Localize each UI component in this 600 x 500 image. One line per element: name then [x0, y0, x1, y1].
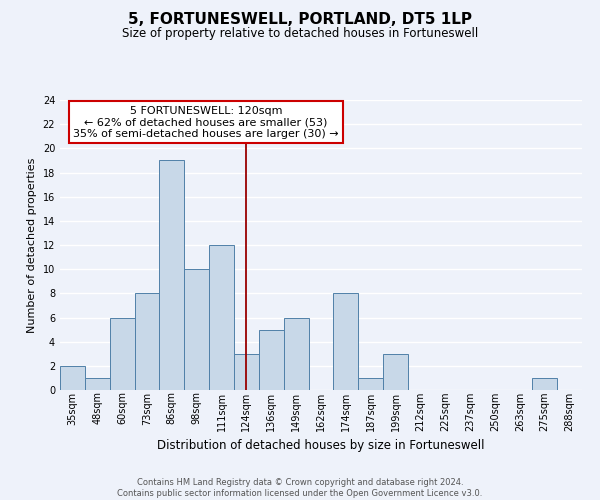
Text: 5 FORTUNESWELL: 120sqm
← 62% of detached houses are smaller (53)
35% of semi-det: 5 FORTUNESWELL: 120sqm ← 62% of detached… [73, 106, 339, 139]
Bar [383, 354, 408, 390]
Y-axis label: Number of detached properties: Number of detached properties [27, 158, 37, 332]
Bar [209, 245, 234, 390]
Text: 5, FORTUNESWELL, PORTLAND, DT5 1LP: 5, FORTUNESWELL, PORTLAND, DT5 1LP [128, 12, 472, 28]
Bar [334, 294, 358, 390]
Text: Size of property relative to detached houses in Fortuneswell: Size of property relative to detached ho… [122, 28, 478, 40]
Bar [134, 294, 160, 390]
Bar [160, 160, 184, 390]
Bar [358, 378, 383, 390]
X-axis label: Distribution of detached houses by size in Fortuneswell: Distribution of detached houses by size … [157, 439, 485, 452]
Bar [60, 366, 85, 390]
Bar [184, 269, 209, 390]
Bar [110, 318, 134, 390]
Bar [259, 330, 284, 390]
Bar [85, 378, 110, 390]
Bar [532, 378, 557, 390]
Text: Contains HM Land Registry data © Crown copyright and database right 2024.
Contai: Contains HM Land Registry data © Crown c… [118, 478, 482, 498]
Bar [234, 354, 259, 390]
Bar [284, 318, 308, 390]
